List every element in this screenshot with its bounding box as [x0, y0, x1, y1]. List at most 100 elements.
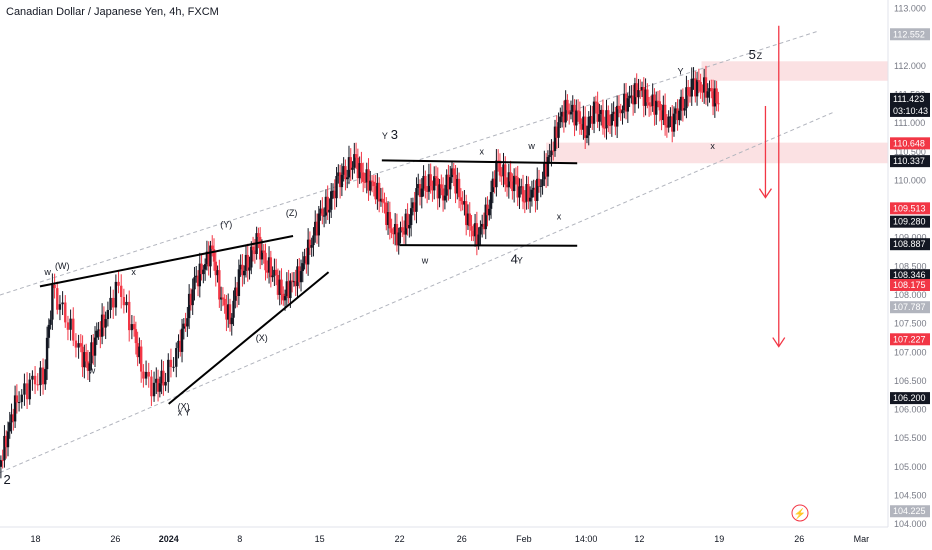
price-tag	[890, 137, 930, 150]
candle-body	[346, 177, 349, 180]
x-tick-label: 19	[714, 534, 724, 544]
candle-body	[308, 239, 312, 248]
candle-body	[250, 246, 253, 268]
price-tag-label: 104.225	[893, 506, 926, 516]
candle-body	[326, 196, 329, 213]
candle-body	[267, 257, 271, 273]
candle-body	[534, 187, 537, 201]
candle-body	[424, 175, 427, 191]
candle-body	[472, 230, 475, 237]
candle-body	[427, 174, 431, 192]
candle-body	[0, 459, 3, 467]
candle-body	[592, 101, 596, 124]
candle-body	[239, 264, 242, 270]
candle-body	[603, 127, 606, 129]
candle-body	[536, 178, 539, 201]
candle-body	[388, 212, 392, 229]
candle-body	[502, 164, 505, 176]
candle-body	[53, 284, 56, 289]
candle-body	[486, 204, 489, 216]
candle-body	[223, 298, 226, 306]
candle-body	[404, 213, 408, 235]
candle-body	[333, 190, 336, 199]
candle-body	[509, 172, 512, 182]
candle-body	[552, 150, 555, 152]
x-tick-label: 8	[237, 534, 242, 544]
candle-body	[3, 435, 6, 461]
candle-body	[189, 293, 193, 306]
candle-body	[651, 94, 654, 106]
candle-body	[264, 252, 267, 271]
candle-body	[596, 102, 599, 122]
candle-body	[589, 116, 592, 118]
price-tag	[890, 155, 930, 168]
x-tick-label: 2024	[159, 534, 179, 544]
candle-body	[456, 178, 459, 194]
candle-body	[25, 383, 29, 400]
price-tag-label: 110.648	[893, 138, 925, 148]
candle-body	[713, 88, 717, 107]
price-tag-label: 107.227	[893, 334, 926, 344]
wave-label: Y	[517, 256, 523, 266]
candle-body	[701, 91, 704, 93]
candle-body	[417, 184, 420, 189]
candle-body	[211, 245, 214, 250]
candle-body	[409, 208, 413, 226]
candle-body	[202, 269, 205, 275]
candle-body	[195, 275, 198, 278]
candle-body	[167, 359, 170, 382]
wave-label: Y	[382, 131, 388, 141]
candle-body	[660, 110, 663, 121]
candle-body	[156, 378, 160, 392]
candle-body	[95, 330, 98, 338]
price-tag	[890, 215, 930, 228]
candle-body	[299, 271, 303, 283]
candle-body	[598, 114, 601, 122]
candle-body	[505, 184, 509, 188]
candle-body	[393, 223, 397, 235]
candle-body	[203, 264, 207, 270]
candle-body	[699, 81, 702, 92]
candle-body	[130, 324, 134, 331]
candle-body	[290, 280, 294, 282]
price-tag-label: 109.280	[893, 217, 926, 227]
candle-body	[521, 186, 525, 202]
candle-body	[452, 168, 455, 175]
candle-body	[144, 371, 148, 379]
candle-body	[377, 182, 381, 202]
candle-body	[342, 166, 345, 175]
candle-body	[136, 343, 139, 358]
candle-body	[557, 122, 560, 138]
candle-body	[17, 402, 21, 404]
wave-label: x	[710, 141, 715, 151]
candle-body	[681, 96, 685, 111]
candle-body	[575, 110, 578, 126]
y-tick-label: 109.000	[894, 233, 927, 243]
candle-body	[717, 103, 720, 105]
candle-body	[66, 322, 70, 330]
candle-body	[298, 266, 301, 283]
candle-body	[225, 305, 228, 320]
candle-body	[663, 104, 667, 126]
candle-body	[200, 263, 203, 275]
candle-body	[676, 108, 679, 121]
candle-body	[491, 178, 495, 193]
candle-body	[704, 77, 708, 98]
candle-body	[160, 370, 163, 384]
candle-body	[507, 172, 511, 188]
alert-icon-glyph: ⚡	[794, 507, 806, 520]
candle-body	[122, 297, 126, 306]
candle-body	[635, 83, 638, 98]
candle-body	[88, 363, 91, 371]
wave-label: (W)	[55, 261, 70, 271]
candle-body	[692, 78, 695, 80]
x-tick-label: 22	[395, 534, 405, 544]
candle-body	[591, 116, 594, 124]
candle-body	[125, 301, 128, 306]
candle-body	[544, 162, 548, 177]
candle-body	[447, 174, 450, 190]
candle-body	[232, 300, 235, 318]
candle-body	[653, 94, 656, 115]
wave-label: w	[88, 365, 96, 375]
candle-body	[585, 135, 589, 138]
